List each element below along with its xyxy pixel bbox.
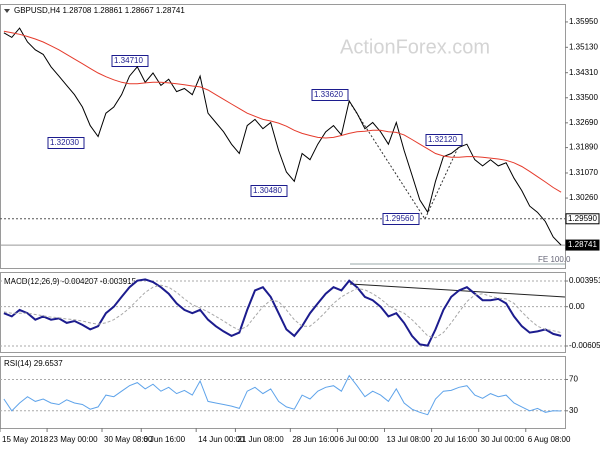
x-tick-label: 30 Jul 00:00: [481, 435, 525, 444]
level-label: 1.29590: [568, 214, 597, 223]
annotation: 1.33620: [314, 90, 343, 99]
series-line: [3, 278, 562, 347]
annotation: FE 100.0: [538, 255, 571, 264]
annotation: 1.29560: [385, 214, 414, 223]
y-tick-label: 1.31070: [569, 168, 598, 177]
x-tick-label: 6 Jun 16:00: [143, 435, 185, 444]
annotation-box: [425, 134, 463, 146]
x-tick-label: 14 Jun 00:00: [198, 435, 245, 444]
x-tick-label: 15 May 2018: [2, 435, 49, 444]
annotation-box: [250, 185, 288, 197]
y-tick-label: 0.003951: [569, 276, 600, 285]
y-tick-label: 1.32690: [569, 118, 598, 127]
level-label-box: [565, 213, 600, 225]
rsi-title: RSI(14) 29.6537: [4, 359, 63, 368]
fibo-expansion: [344, 94, 463, 221]
y-tick-label: 70: [569, 375, 578, 384]
x-tick-label: 30 May 08:00: [104, 435, 153, 444]
x-tick-label: 6 Aug 08:00: [528, 435, 571, 444]
x-tick-label: 28 Jun 16:00: [292, 435, 339, 444]
annotation-box: [47, 137, 85, 149]
series-line: [3, 27, 562, 246]
level-label: 1.28741: [568, 240, 597, 249]
y-tick-label: 1.33500: [569, 93, 598, 102]
annotation-box: [382, 213, 420, 225]
level-label-box: [565, 239, 600, 251]
x-tick-label: 20 Jul 16:00: [434, 435, 478, 444]
annotation: 1.30480: [253, 186, 282, 195]
annotation-box: [311, 89, 349, 101]
y-tick-label: 1.30260: [569, 193, 598, 202]
series-line: [3, 374, 562, 416]
annotation: 1.32030: [50, 138, 79, 147]
annotation: 1.34710: [114, 56, 143, 65]
y-tick-label: 1.35130: [569, 42, 598, 51]
y-tick-label: 1.31890: [569, 143, 598, 152]
annotation: 1.32120: [428, 135, 457, 144]
annotation-box: [111, 55, 149, 67]
macd-panel: [0, 272, 566, 353]
y-tick-label: 1.34310: [569, 68, 598, 77]
x-tick-label: 21 Jun 08:00: [237, 435, 284, 444]
x-tick-label: 23 May 00:00: [49, 435, 98, 444]
series-line: [3, 30, 562, 193]
chart-title: GBPUSD,H4 1.28708 1.28861 1.28667 1.2874…: [14, 6, 185, 15]
y-tick-label: 1.35950: [569, 17, 598, 26]
x-tick-label: 6 Jul 00:00: [339, 435, 379, 444]
y-tick-label: 0.00: [569, 302, 585, 311]
rsi-panel: [0, 356, 566, 429]
y-tick-label: -0.006055: [569, 341, 600, 350]
y-tick-label: 30: [569, 406, 578, 415]
series-line: [3, 284, 562, 339]
watermark: ActionForex.com: [340, 36, 490, 58]
price-panel: [0, 4, 566, 269]
x-tick-label: 13 Jul 08:00: [387, 435, 431, 444]
macd-title: MACD(12,26,9) -0.004207 -0.003915: [4, 277, 137, 286]
symbol-icon: [4, 9, 10, 13]
